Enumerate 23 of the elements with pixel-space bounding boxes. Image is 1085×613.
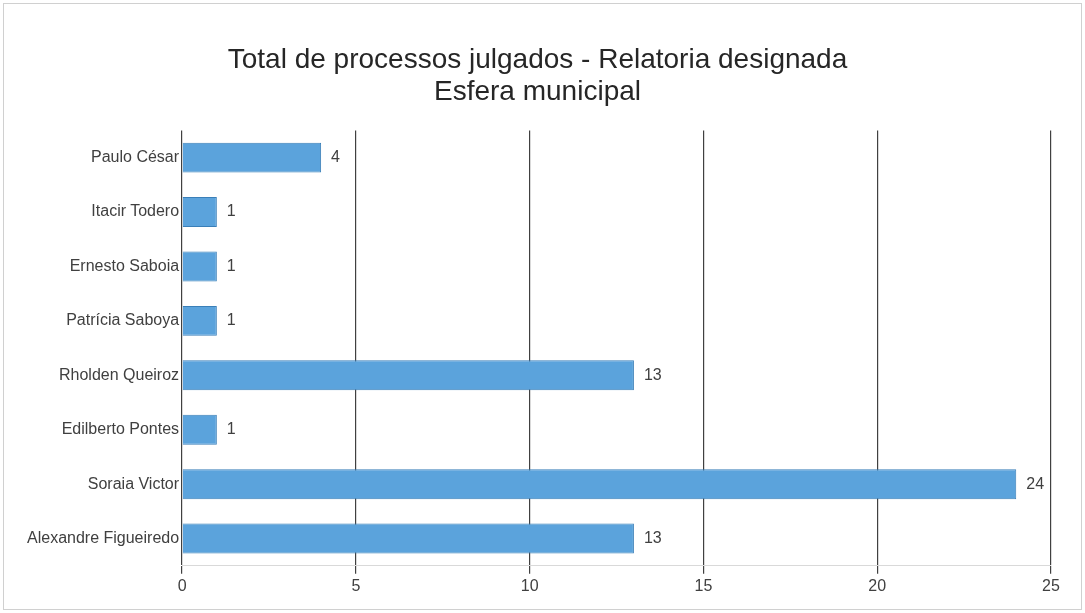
x-tick-label: 25 — [1042, 576, 1060, 594]
data-label: 1 — [226, 311, 236, 329]
data-label: 1 — [226, 202, 236, 220]
y-tick-label: Alexandre Figueiredo — [27, 528, 180, 546]
y-tick-label: Ernesto Saboia — [69, 256, 180, 274]
x-tick-label: 10 — [520, 576, 539, 594]
x-tick-label: 0 — [177, 576, 187, 594]
data-label: 13 — [643, 528, 662, 546]
data-label: 1 — [226, 420, 236, 438]
data-label: 4 — [331, 148, 341, 166]
data-label: 13 — [643, 365, 662, 383]
data-label: 1 — [226, 256, 236, 274]
x-tick-label: 5 — [351, 576, 361, 594]
x-tick-label: 15 — [694, 576, 713, 594]
data-label: 24 — [1026, 474, 1045, 492]
y-tick-label: Itacir Todero — [91, 202, 180, 220]
chart-title: Total de processos julgados - Relatoria designada Esfera municipal — [227, 42, 848, 107]
y-tick-label: Rholden Queiroz — [59, 365, 180, 383]
y-tick-label: Paulo César — [91, 148, 180, 166]
y-tick-label: Edilberto Pontes — [61, 420, 180, 438]
y-tick-label: Patrícia Saboya — [66, 311, 180, 329]
y-tick-label: Soraia Victor — [87, 474, 180, 492]
x-tick-label: 20 — [868, 576, 887, 594]
